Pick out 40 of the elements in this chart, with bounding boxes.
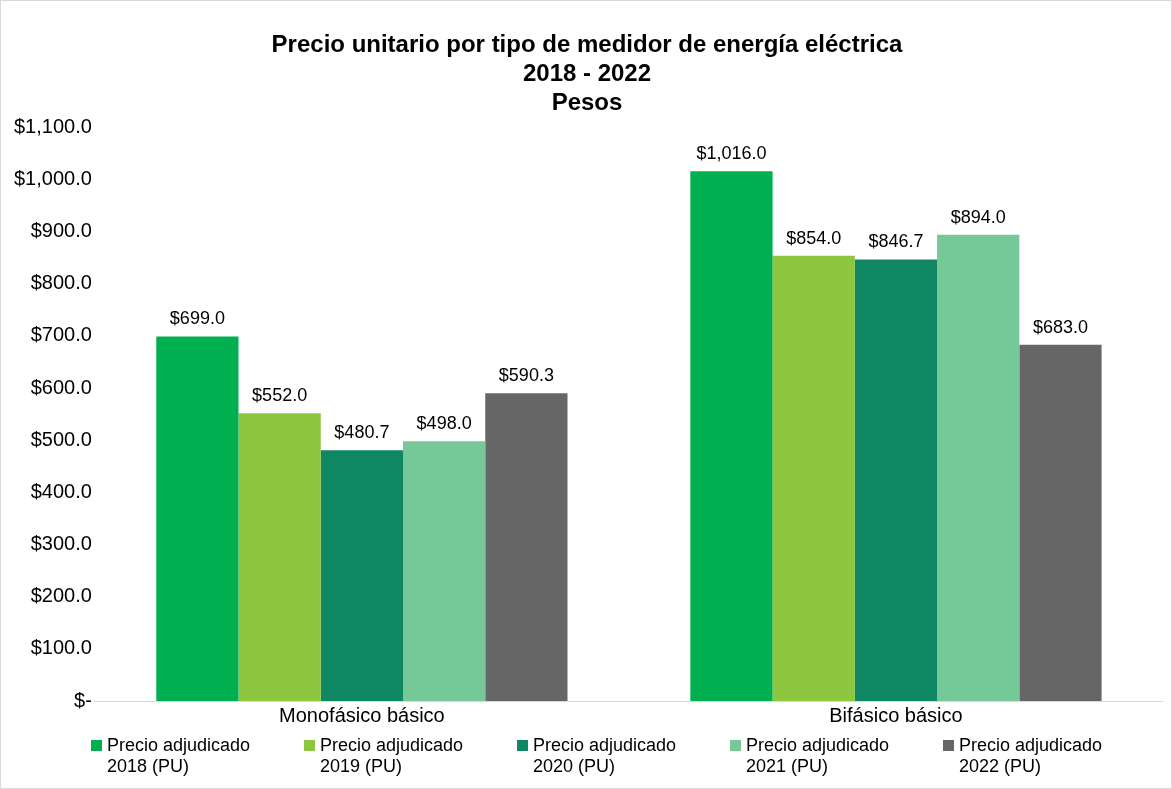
y-tick-label: $800.0 xyxy=(30,271,92,294)
data-label: $699.0 xyxy=(169,308,225,329)
y-tick-label: $900.0 xyxy=(30,219,92,242)
data-label: $498.0 xyxy=(416,413,472,434)
chart-title: Precio unitario por tipo de medidor de energía eléctrica 2018 - 2022 Pesos xyxy=(271,30,904,115)
data-label: $1,016.0 xyxy=(696,143,767,164)
bar xyxy=(690,171,773,701)
y-tick-label: $1,000.0 xyxy=(13,167,92,190)
bar xyxy=(156,336,239,701)
y-tick-label: $- xyxy=(74,688,92,711)
bar xyxy=(1019,344,1102,701)
bar xyxy=(854,259,938,701)
data-label: $683.0 xyxy=(1032,316,1088,337)
y-tick-label: $600.0 xyxy=(30,375,92,398)
data-label: $894.0 xyxy=(950,206,1006,227)
legend-label: Precio adjudicado 2022 (PU) xyxy=(959,735,1104,777)
bar xyxy=(772,255,855,701)
y-tick-label: $1,100.0 xyxy=(13,114,92,137)
x-tick-label: Bifásico básico xyxy=(829,703,963,726)
y-tick-label: $100.0 xyxy=(30,636,92,659)
x-tick-label: Monofásico básico xyxy=(279,703,445,726)
legend-label: Precio adjudicado 2019 (PU) xyxy=(320,735,465,777)
legend-label: Precio adjudicado 2021 (PU) xyxy=(746,735,891,777)
bar xyxy=(937,234,1020,701)
y-tick-label: $400.0 xyxy=(30,479,92,502)
legend-label: Precio adjudicado 2020 (PU) xyxy=(533,735,678,777)
data-label: $590.3 xyxy=(498,365,554,386)
data-label: $846.7 xyxy=(868,231,924,252)
bar xyxy=(238,413,321,701)
legend-label: Precio adjudicado 2018 (PU) xyxy=(107,735,252,777)
bar xyxy=(485,393,568,701)
bar xyxy=(403,441,486,701)
y-tick-label: $700.0 xyxy=(30,323,92,346)
y-tick-label: $200.0 xyxy=(30,584,92,607)
data-label: $480.7 xyxy=(334,422,390,443)
data-label: $552.0 xyxy=(252,385,308,406)
y-tick-label: $500.0 xyxy=(30,427,92,450)
bar xyxy=(320,450,404,701)
data-label: $854.0 xyxy=(786,227,842,248)
y-tick-label: $300.0 xyxy=(30,532,92,555)
